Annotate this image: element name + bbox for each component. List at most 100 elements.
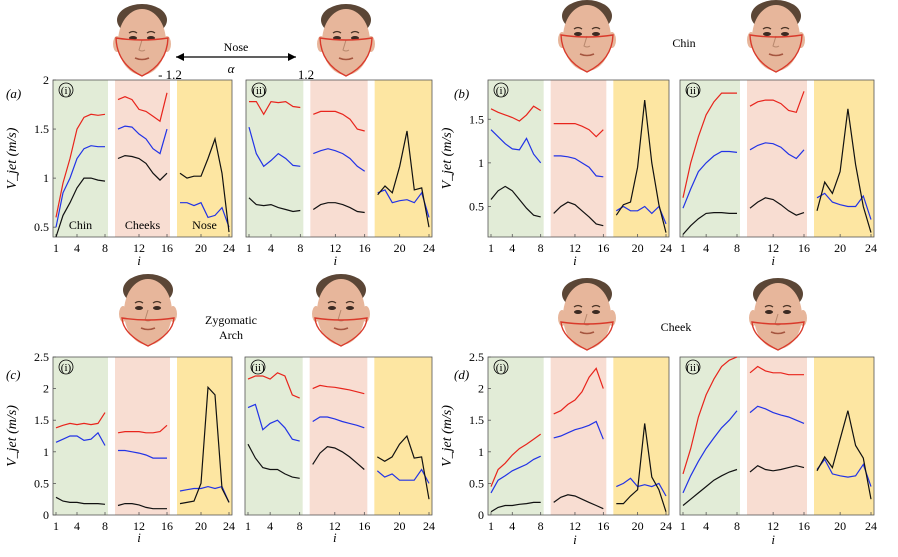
x-tick-label: 4 bbox=[703, 519, 709, 533]
face-neutral-icon bbox=[312, 274, 370, 347]
series-line-blue bbox=[376, 468, 430, 484]
zone-band bbox=[245, 357, 303, 515]
y-tick-label: 1 bbox=[478, 156, 484, 170]
subplot: 1 4 8 12 16 20 24 i (ii) bbox=[679, 356, 877, 547]
series-line-blue bbox=[312, 416, 365, 429]
x-tick-label: 12 bbox=[329, 241, 341, 255]
y-tick-label: 1.5 bbox=[34, 413, 49, 427]
face-mask-outline-icon bbox=[115, 37, 169, 77]
series-line-red bbox=[682, 92, 737, 198]
zone-label: Cheeks bbox=[125, 218, 161, 232]
series-line-blue bbox=[117, 125, 168, 155]
subplot: 0 0.5 1 1.5 2 2.5 1 4 8 12 16 20 24 i (i) bbox=[469, 350, 672, 547]
series-line-black bbox=[682, 212, 737, 235]
y-tick-label: 2 bbox=[43, 73, 49, 87]
axes-frame bbox=[244, 356, 433, 516]
series-line-blue bbox=[616, 477, 667, 497]
subplot-label: (i) bbox=[61, 362, 72, 374]
series-line-black bbox=[55, 177, 106, 238]
chart-panel: (b)V_jet (m/s)0.511.51 4 8 12 16 20 24i(i)1 4 8 1… bbox=[440, 79, 877, 268]
face-mask-outline-icon bbox=[560, 321, 614, 351]
x-tick-label: 8 bbox=[538, 241, 544, 255]
nose-arrow-label: Nose bbox=[224, 40, 249, 54]
x-tick-label: 4 bbox=[509, 519, 515, 533]
x-tick-label: 1 bbox=[246, 241, 252, 255]
axes-frame bbox=[52, 356, 233, 516]
x-tick-label: 12 bbox=[569, 519, 581, 533]
y-axis-label: V_jet (m/s) bbox=[5, 405, 20, 467]
x-tick-label: 20 bbox=[834, 519, 846, 533]
x-tick-label: 1 bbox=[53, 519, 59, 533]
series-line-black bbox=[749, 197, 805, 216]
y-tick-label: 0.5 bbox=[34, 476, 49, 490]
zone-band bbox=[747, 80, 807, 237]
subplot: 0 0.5 1 1.5 2 2.5 1 4 8 12 16 20 24 i (i) bbox=[34, 350, 235, 545]
x-tick-label: 8 bbox=[734, 519, 740, 533]
series-line-black bbox=[55, 496, 106, 505]
series-line-black bbox=[117, 154, 168, 181]
y-tick-label: 2.5 bbox=[469, 350, 484, 364]
y-axis-label: V_jet (m/s) bbox=[440, 127, 455, 189]
zone-band bbox=[488, 80, 544, 237]
series-line-red bbox=[490, 105, 542, 122]
y-tick-label: 1.5 bbox=[469, 413, 484, 427]
series-line-red bbox=[553, 122, 604, 138]
face-mask-outline-icon bbox=[121, 317, 175, 347]
subplot-label-circle bbox=[685, 359, 701, 375]
x-tick-label: 24 bbox=[660, 241, 672, 255]
subplot-label-circle bbox=[685, 82, 701, 98]
axes-frame bbox=[487, 356, 670, 516]
face-neutral-icon bbox=[119, 274, 177, 347]
subplot-label: (i) bbox=[61, 85, 72, 97]
x-tick-label: 8 bbox=[297, 519, 303, 533]
header-annotations: Nose α - 1.2 1.2 Chin Zygomatic Arch Che… bbox=[158, 36, 696, 342]
zygomatic-header-label-1: Zygomatic bbox=[205, 313, 257, 327]
subplot-label: (ii) bbox=[686, 85, 700, 97]
y-axis-label: V_jet (m/s) bbox=[440, 405, 455, 467]
x-tick-label: 16 bbox=[358, 519, 370, 533]
panel-label: (a) bbox=[6, 86, 21, 101]
x-tick-label: 16 bbox=[359, 241, 371, 255]
y-tick-label: 2.5 bbox=[34, 350, 49, 364]
alpha-symbol: α bbox=[228, 61, 236, 76]
y-tick-label: 1.5 bbox=[469, 112, 484, 126]
series-line-red bbox=[55, 113, 106, 218]
y-tick-label: 1.5 bbox=[34, 122, 49, 136]
x-tick-label: 20 bbox=[632, 519, 644, 533]
x-tick-label: 12 bbox=[133, 519, 145, 533]
series-line-black bbox=[553, 494, 604, 510]
y-tick-label: 1 bbox=[43, 171, 49, 185]
subplot-label: (i) bbox=[496, 362, 507, 374]
zone-band bbox=[309, 357, 368, 515]
series-line-black bbox=[179, 136, 230, 233]
x-tick-label: 4 bbox=[509, 241, 515, 255]
zygomatic-header-label-2: Arch bbox=[219, 328, 243, 342]
series-line-blue bbox=[682, 410, 738, 494]
y-axis-label: V_jet (m/s) bbox=[5, 127, 20, 189]
series-line-black bbox=[616, 423, 667, 512]
x-tick-label: 16 bbox=[161, 519, 173, 533]
series-line-red bbox=[490, 433, 542, 487]
subplot-label: (i) bbox=[496, 85, 507, 97]
zone-band bbox=[53, 357, 108, 515]
face-neutral-icon bbox=[558, 0, 616, 73]
zone-band bbox=[374, 80, 432, 237]
x-tick-label: 12 bbox=[329, 519, 341, 533]
y-tick-label: 2 bbox=[43, 382, 49, 396]
x-tick-label: 1 bbox=[245, 519, 251, 533]
x-axis-label: i bbox=[573, 532, 577, 547]
series-line-blue bbox=[118, 449, 167, 459]
series-line-blue bbox=[553, 420, 604, 440]
subplot-label-circle bbox=[250, 359, 266, 375]
face-neutral-icon bbox=[558, 278, 616, 351]
series-line-blue bbox=[55, 431, 106, 446]
zone-label: Nose bbox=[192, 218, 217, 232]
chart-panels: (a)V_jet (m/s)0.511.521 4 8 12 16 20 24i(i)Chi… bbox=[5, 73, 877, 547]
x-axis-label: i bbox=[137, 253, 141, 268]
subplot: 0.5 1 1.5 1 4 8 12 16 20 24 i (i) bbox=[469, 79, 672, 268]
x-axis-label: i bbox=[771, 253, 775, 268]
face-mask-outline-icon bbox=[751, 321, 805, 351]
series-line-blue bbox=[615, 205, 667, 225]
subplot-label-circle bbox=[251, 82, 267, 98]
x-tick-label: 1 bbox=[53, 241, 59, 255]
